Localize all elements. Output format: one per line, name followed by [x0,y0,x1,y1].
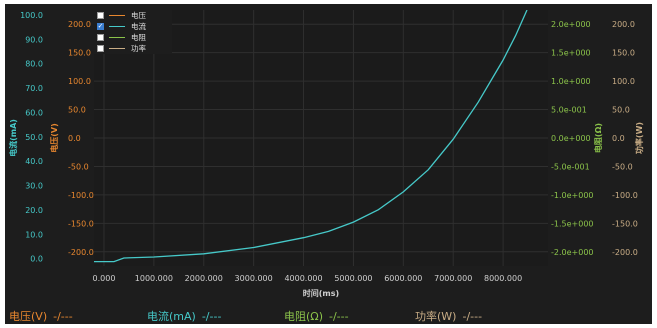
readout-value: -/--- [201,310,222,323]
y-tick-label-power: -150.0 [612,219,638,228]
x-tick-label: 2000.000 [185,274,223,283]
x-tick-label: 5000.000 [334,274,372,283]
x-tick-label: 3000.000 [235,274,273,283]
y-tick-label-current: 90.0 [25,35,43,44]
legend-label: 电阻 [131,33,146,42]
x-tick-label: 4000.000 [284,274,322,283]
x-tick-label: 8000.000 [484,274,522,283]
legend-checkbox[interactable] [97,34,104,41]
legend-label: 功率 [131,44,146,53]
y-tick-label-current: 0.0 [30,255,43,264]
y-tick-label-current: 30.0 [25,182,43,191]
multi-axis-line-chart: 0.000 1000.000 2000.000 3000.000 4000.000 500… [8,10,644,298]
y-tick-label-voltage: 50.0 [68,106,86,115]
readout-value: -/--- [462,310,483,323]
legend-swatch [109,15,125,16]
y-tick-label-current: 100.0 [20,11,43,20]
y-tick-label-power: 150.0 [612,49,635,58]
y-tick-label-resistance: -1.5e+000 [551,219,594,228]
y-tick-label-power: -50.0 [612,162,633,171]
y-tick-label-power: 50.0 [612,106,630,115]
y-tick-label-resistance: 1.0e+000 [551,77,591,86]
x-axis-label: 时间(ms) [303,288,339,298]
readout-label: 电压(V) [9,310,48,323]
y-tick-label-resistance: 5.0e-001 [551,106,587,115]
legend-checkbox[interactable] [97,12,104,19]
legend-item[interactable]: 电压 [94,10,172,21]
y-tick-label-power: -200.0 [612,248,638,257]
legend-item[interactable]: 功率 [94,43,172,54]
legend-label: 电压 [131,11,146,20]
y-tick-label-voltage: 0.0 [68,134,81,143]
legend-checkbox[interactable] [97,45,104,52]
readout-label: 电流(mA) [147,310,196,323]
y-tick-label-power: 200.0 [612,20,635,29]
axis-tick-labels: 0.000 1000.000 2000.000 3000.000 4000.000 500… [8,11,644,283]
y-tick-label-voltage: 100.0 [68,77,91,86]
y-tick-label-voltage: 200.0 [68,20,91,29]
y-axis-label-current: 电流(mA) [8,119,18,157]
readout-value: -/--- [53,310,73,323]
checkmark-icon: ✓ [97,22,104,30]
y-tick-label-current: 50.0 [25,133,43,142]
y-tick-label-current: 60.0 [25,108,43,117]
legend-swatch [109,26,125,27]
legend: 电压 ✓ 电流电阻功率 [94,10,172,54]
y-tick-label-resistance: 0.0e+000 [551,134,591,143]
y-tick-label-voltage: -100.0 [68,191,94,200]
legend-item[interactable]: ✓ 电流 [94,21,172,32]
readout-value: -/--- [329,310,349,323]
readout-item: 功率(W) -/--- [415,308,482,324]
y-axis-label-resistance: 电阻(Ω) [593,123,603,153]
readout-item: 电阻(Ω) -/--- [284,308,349,324]
readout-label: 功率(W) [415,310,457,323]
readout-item: 电流(mA) -/--- [147,308,221,324]
grid-lines [94,10,548,266]
y-axis-label-voltage: 电压(V) [49,123,59,153]
legend-label: 电流 [131,22,146,31]
x-tick-label: 6000.000 [384,274,422,283]
y-tick-label-resistance: -2.0e+000 [551,248,594,257]
series-line-current [94,10,528,263]
series-lines [94,10,528,263]
x-tick-label: 7000.000 [434,274,472,283]
y-tick-label-power: 0.0 [612,134,625,143]
y-axis-label-power: 功率(W) [634,122,644,154]
y-tick-label-voltage: -200.0 [68,248,94,257]
x-tick-label: 1000.000 [135,274,173,283]
y-tick-label-power: -100.0 [612,191,638,200]
legend-checkbox[interactable]: ✓ [97,23,104,30]
legend-item[interactable]: 电阻 [94,32,172,43]
y-tick-label-voltage: -50.0 [68,162,89,171]
y-tick-label-power: 100.0 [612,77,635,86]
legend-swatch [109,37,125,38]
readout-bar: 电压(V) -/--- 电流(mA) -/--- 电阻(Ω) -/--- 功率(W) -/--… [5,306,652,324]
y-tick-label-resistance: 1.5e+000 [551,49,591,58]
readout-label: 电阻(Ω) [284,310,323,323]
chart-frame: 0.000 1000.000 2000.000 3000.000 4000.000 500… [5,4,652,324]
y-tick-label-voltage: 150.0 [68,49,91,58]
y-tick-label-current: 40.0 [25,157,43,166]
y-tick-label-voltage: -150.0 [68,219,94,228]
y-tick-label-resistance: -5.0e-001 [551,162,590,171]
y-tick-label-current: 70.0 [25,84,43,93]
y-tick-label-resistance: -1.0e+000 [551,191,594,200]
readout-item: 电压(V) -/--- [9,308,73,324]
x-tick-label: 0.000 [93,274,116,283]
legend-swatch [109,48,125,49]
y-tick-label-current: 80.0 [25,60,43,69]
y-tick-label-current: 10.0 [25,230,43,239]
y-tick-label-resistance: 2.0e+000 [551,20,591,29]
y-tick-label-current: 20.0 [25,206,43,215]
